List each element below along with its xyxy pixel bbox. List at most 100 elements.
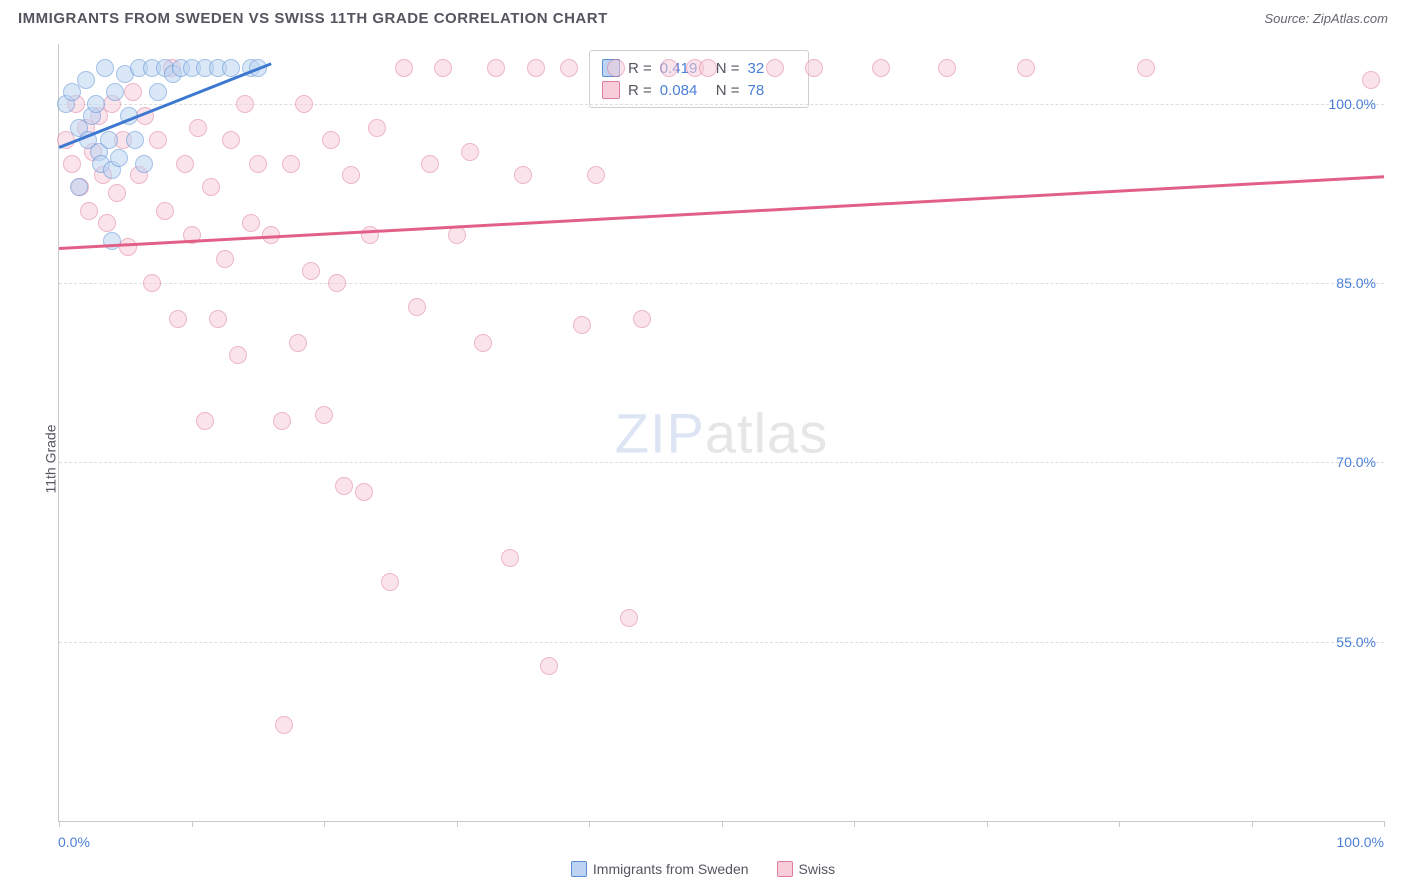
scatter-point-swiss bbox=[275, 716, 293, 734]
scatter-point-swiss bbox=[660, 59, 678, 77]
scatter-point-swiss bbox=[1017, 59, 1035, 77]
scatter-point-swiss bbox=[242, 214, 260, 232]
gridline bbox=[59, 283, 1384, 284]
scatter-point-swiss bbox=[176, 155, 194, 173]
x-tick bbox=[1119, 821, 1120, 827]
chart-header: IMMIGRANTS FROM SWEDEN VS SWISS 11TH GRA… bbox=[0, 0, 1406, 35]
y-tick-label: 55.0% bbox=[1336, 634, 1376, 650]
scatter-point-swiss bbox=[487, 59, 505, 77]
legend-swatch bbox=[777, 861, 793, 877]
scatter-point-sweden bbox=[77, 71, 95, 89]
chart-area: 11th Grade ZIPatlas R =0.419N =32R =0.08… bbox=[10, 36, 1396, 882]
legend-n-value: 78 bbox=[748, 82, 796, 99]
scatter-point-sweden bbox=[126, 131, 144, 149]
legend-n-label: N = bbox=[716, 60, 740, 77]
legend-r-value: 0.084 bbox=[660, 82, 708, 99]
scatter-point-sweden bbox=[135, 155, 153, 173]
scatter-point-swiss bbox=[620, 609, 638, 627]
y-axis-label: 11th Grade bbox=[43, 424, 59, 493]
scatter-point-swiss bbox=[1362, 71, 1380, 89]
scatter-point-swiss bbox=[1137, 59, 1155, 77]
scatter-point-swiss bbox=[514, 166, 532, 184]
x-tick bbox=[324, 821, 325, 827]
scatter-point-swiss bbox=[322, 131, 340, 149]
legend-r-label: R = bbox=[628, 60, 652, 77]
y-tick-label: 70.0% bbox=[1336, 454, 1376, 470]
scatter-point-swiss bbox=[80, 202, 98, 220]
scatter-point-swiss bbox=[342, 166, 360, 184]
scatter-point-swiss bbox=[315, 406, 333, 424]
gridline bbox=[59, 104, 1384, 105]
scatter-point-swiss bbox=[143, 274, 161, 292]
scatter-point-swiss bbox=[289, 334, 307, 352]
legend-r-label: R = bbox=[628, 82, 652, 99]
legend-swatch bbox=[571, 861, 587, 877]
x-tick bbox=[1384, 821, 1385, 827]
scatter-point-swiss bbox=[408, 298, 426, 316]
x-tick bbox=[589, 821, 590, 827]
x-tick bbox=[722, 821, 723, 827]
scatter-plot: ZIPatlas R =0.419N =32R =0.084N =78 55.0… bbox=[58, 44, 1384, 822]
scatter-point-swiss bbox=[222, 131, 240, 149]
x-tick bbox=[457, 821, 458, 827]
watermark-part-a: ZIP bbox=[615, 401, 705, 464]
legend-n-label: N = bbox=[716, 82, 740, 99]
scatter-point-sweden bbox=[106, 83, 124, 101]
scatter-point-swiss bbox=[196, 412, 214, 430]
scatter-point-sweden bbox=[70, 178, 88, 196]
gridline bbox=[59, 462, 1384, 463]
scatter-point-swiss bbox=[501, 549, 519, 567]
scatter-point-swiss bbox=[421, 155, 439, 173]
scatter-point-swiss bbox=[124, 83, 142, 101]
scatter-point-swiss bbox=[169, 310, 187, 328]
scatter-point-swiss bbox=[202, 178, 220, 196]
scatter-point-swiss bbox=[355, 483, 373, 501]
scatter-point-swiss bbox=[938, 59, 956, 77]
scatter-point-swiss bbox=[295, 95, 313, 113]
scatter-point-swiss bbox=[474, 334, 492, 352]
x-tick bbox=[59, 821, 60, 827]
scatter-point-swiss bbox=[209, 310, 227, 328]
scatter-point-swiss bbox=[236, 95, 254, 113]
scatter-point-swiss bbox=[282, 155, 300, 173]
x-tick bbox=[1252, 821, 1253, 827]
scatter-point-swiss bbox=[633, 310, 651, 328]
scatter-point-swiss bbox=[434, 59, 452, 77]
scatter-point-swiss bbox=[119, 238, 137, 256]
scatter-point-swiss bbox=[805, 59, 823, 77]
chart-title: IMMIGRANTS FROM SWEDEN VS SWISS 11TH GRA… bbox=[18, 10, 608, 27]
x-tick bbox=[854, 821, 855, 827]
scatter-point-sweden bbox=[96, 59, 114, 77]
scatter-point-swiss bbox=[328, 274, 346, 292]
legend-swatch bbox=[602, 81, 620, 99]
scatter-point-swiss bbox=[395, 59, 413, 77]
scatter-point-swiss bbox=[872, 59, 890, 77]
x-axis-min-label: 0.0% bbox=[58, 834, 90, 850]
scatter-point-swiss bbox=[302, 262, 320, 280]
trend-line-swiss bbox=[59, 175, 1384, 249]
scatter-point-sweden bbox=[100, 131, 118, 149]
scatter-point-swiss bbox=[189, 119, 207, 137]
scatter-point-sweden bbox=[149, 83, 167, 101]
legend-item: Immigrants from Sweden bbox=[571, 861, 749, 877]
scatter-point-swiss bbox=[368, 119, 386, 137]
scatter-point-swiss bbox=[607, 59, 625, 77]
legend-label: Immigrants from Sweden bbox=[593, 861, 749, 877]
legend-label: Swiss bbox=[799, 861, 836, 877]
scatter-point-swiss bbox=[766, 59, 784, 77]
source-prefix: Source: bbox=[1264, 11, 1312, 26]
scatter-point-swiss bbox=[527, 59, 545, 77]
scatter-point-swiss bbox=[149, 131, 167, 149]
scatter-point-swiss bbox=[448, 226, 466, 244]
scatter-point-swiss bbox=[461, 143, 479, 161]
y-tick-label: 100.0% bbox=[1329, 96, 1376, 112]
watermark-part-b: atlas bbox=[705, 401, 828, 464]
watermark: ZIPatlas bbox=[615, 400, 828, 465]
scatter-point-swiss bbox=[540, 657, 558, 675]
scatter-point-swiss bbox=[273, 412, 291, 430]
source-name: ZipAtlas.com bbox=[1313, 11, 1388, 26]
scatter-point-swiss bbox=[560, 59, 578, 77]
scatter-point-swiss bbox=[249, 155, 267, 173]
scatter-point-swiss bbox=[216, 250, 234, 268]
scatter-point-swiss bbox=[98, 214, 116, 232]
